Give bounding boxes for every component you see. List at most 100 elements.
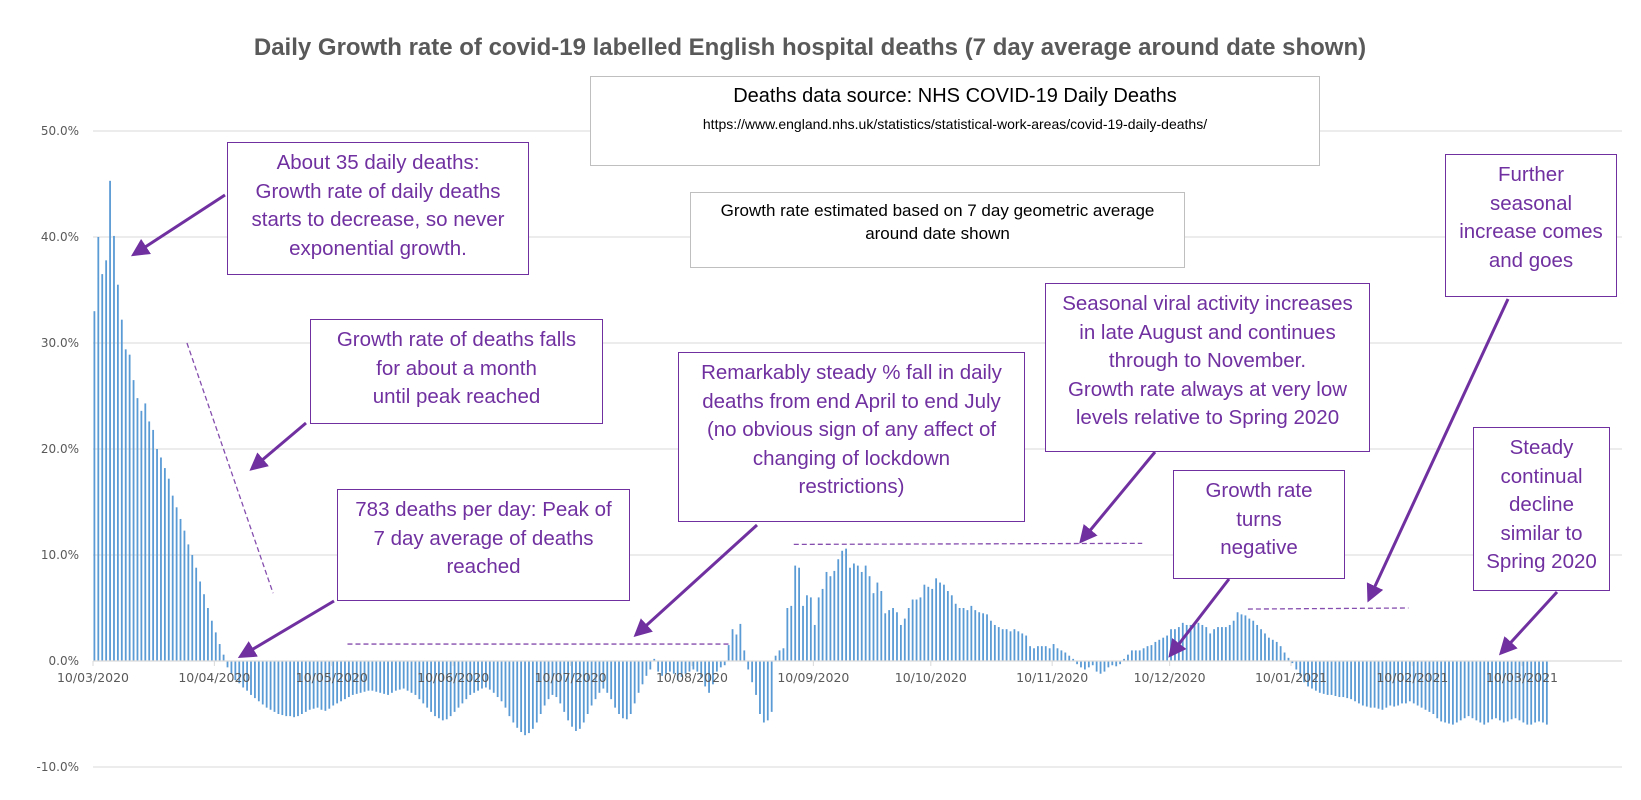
bar [1264, 633, 1266, 661]
bar [1385, 661, 1388, 708]
x-tick-label: 10/07/2020 [535, 670, 607, 685]
bar [1510, 661, 1513, 720]
bar [171, 495, 174, 661]
bar [1174, 629, 1176, 661]
bar [1330, 661, 1333, 695]
bar [1021, 633, 1024, 661]
annotation-line: similar to [1500, 521, 1583, 545]
bar [856, 565, 859, 661]
bar [1205, 627, 1208, 661]
bar [567, 661, 570, 721]
bar [203, 594, 205, 661]
bar [1393, 661, 1396, 707]
bar [927, 586, 930, 661]
annotation-line: negative [1220, 536, 1298, 559]
bar [93, 311, 96, 661]
bar [1483, 661, 1486, 725]
bar [516, 661, 519, 728]
bar [986, 614, 988, 661]
bar [618, 661, 620, 714]
annotation-line: seasonal [1489, 191, 1573, 215]
bar [672, 661, 675, 674]
bar [1314, 661, 1317, 691]
bar [1072, 658, 1075, 661]
bar [1271, 639, 1274, 661]
bar [794, 565, 797, 661]
bar [1452, 661, 1454, 725]
bar [1416, 661, 1419, 706]
x-tick-label: 10/05/2020 [296, 670, 368, 685]
bar [1311, 661, 1313, 689]
bar [434, 661, 436, 717]
bar [234, 661, 237, 681]
bar [637, 661, 640, 693]
bar [371, 661, 374, 691]
bar [504, 661, 507, 708]
bar [923, 584, 926, 661]
bar [430, 661, 432, 712]
bar [132, 380, 135, 661]
bar [449, 661, 452, 717]
bar [1448, 661, 1450, 724]
bar [817, 597, 820, 661]
bar [649, 661, 652, 670]
bar [762, 661, 765, 723]
bar [297, 661, 299, 717]
bar [571, 661, 573, 727]
x-tick-label: 10/06/2020 [417, 670, 489, 685]
bar [669, 661, 671, 672]
bar [128, 354, 131, 661]
bar [183, 530, 186, 661]
bar [1001, 629, 1004, 661]
bar [1060, 650, 1063, 661]
bar [1381, 661, 1384, 710]
bar [414, 661, 417, 695]
annotation-line: restrictions) [798, 475, 905, 498]
annotation-line: deaths from end April to end July [702, 389, 1001, 413]
bar [1338, 661, 1341, 698]
x-tick-label: 10/08/2020 [656, 670, 728, 685]
bar [1029, 646, 1031, 661]
x-tick-label: 10/01/2021 [1255, 670, 1327, 685]
x-axis [92, 660, 1622, 666]
bar [1389, 661, 1392, 706]
bar [853, 563, 855, 661]
bar [1252, 620, 1255, 661]
bar [383, 661, 386, 694]
annotation-line: 783 deaths per day: Peak of [355, 498, 612, 521]
x-tick-label: 10/12/2020 [1134, 670, 1206, 685]
bar [1283, 652, 1286, 661]
method-note-line-1: Growth rate estimated based on 7 day geo… [720, 201, 1155, 220]
x-tick-label: 10/04/2020 [178, 670, 250, 685]
bar [806, 595, 808, 661]
bar [1107, 661, 1110, 668]
bar [990, 620, 992, 661]
bar [665, 661, 667, 674]
bar [113, 235, 115, 661]
bar [899, 624, 902, 661]
bar [993, 624, 996, 661]
bar [1495, 661, 1497, 719]
bar [625, 661, 628, 720]
bar [563, 661, 566, 712]
bar [833, 570, 836, 661]
bar [1342, 661, 1345, 698]
bar [512, 661, 515, 723]
bar [105, 260, 108, 661]
bar [207, 608, 209, 661]
bar [363, 661, 366, 692]
bar [347, 661, 350, 698]
bar [982, 613, 985, 661]
bar [1123, 658, 1125, 661]
bar [1162, 637, 1165, 661]
bar [300, 661, 303, 714]
bar [488, 661, 491, 690]
x-tick-label: 10/03/2021 [1486, 670, 1558, 685]
bar [829, 576, 832, 661]
bar [120, 319, 123, 661]
data-source-url[interactable]: https://www.england.nhs.uk/statistics/st… [702, 116, 1208, 132]
bar [136, 398, 139, 661]
bar [586, 661, 589, 714]
bar [160, 457, 162, 661]
bar [1538, 661, 1540, 722]
